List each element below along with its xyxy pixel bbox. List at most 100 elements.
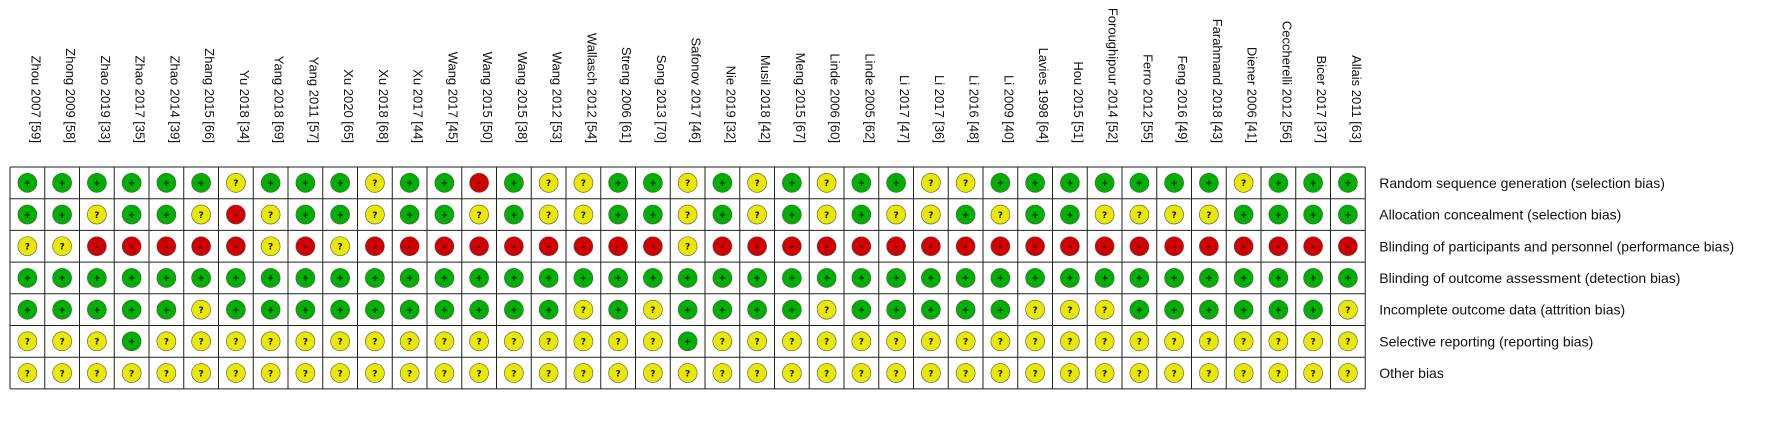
dot-symbol: ?	[303, 338, 308, 348]
unclear-risk-dot: ?	[538, 331, 559, 352]
unclear-risk-dot: ?	[330, 331, 350, 352]
study-label: Bicer 2017 [37]	[1314, 56, 1329, 143]
dot-symbol: ?	[546, 211, 551, 221]
unclear-risk-dot: ?	[469, 363, 489, 383]
unclear-risk-dot: ?	[921, 173, 941, 193]
unclear-risk-dot: ?	[990, 204, 1011, 225]
dot-fill	[52, 236, 72, 257]
dot-fill	[1233, 268, 1254, 288]
dot-symbol: +	[302, 306, 310, 316]
unclear-risk-dot: ?	[1164, 331, 1184, 352]
dot-fill	[608, 331, 628, 352]
study-label: Lavies 1998 [64]	[1036, 48, 1051, 143]
high-risk-dot: -	[1060, 236, 1080, 257]
dot-symbol: +	[892, 274, 900, 284]
dot-fill	[573, 363, 594, 383]
unclear-risk-dot: ?	[191, 363, 211, 383]
unclear-risk-dot: ?	[921, 331, 941, 352]
dot-fill	[677, 236, 698, 257]
low-risk-dot: +	[295, 268, 316, 288]
dot-symbol: -	[512, 242, 516, 252]
dot-symbol: +	[892, 306, 900, 316]
low-risk-dot: +	[1233, 268, 1254, 288]
dot-symbol: ?	[928, 369, 933, 379]
dot-symbol: +	[58, 274, 66, 284]
high-risk-dot: -	[1164, 236, 1184, 257]
dot-fill	[260, 331, 281, 352]
low-risk-dot: +	[504, 173, 524, 193]
low-risk-dot: +	[712, 173, 733, 193]
dot-symbol: -	[1311, 242, 1315, 252]
dot-symbol: ?	[685, 242, 690, 252]
dot-fill	[365, 331, 385, 352]
dot-symbol: +	[24, 179, 32, 189]
low-risk-dot: +	[608, 268, 628, 288]
unclear-risk-dot: ?	[990, 331, 1011, 352]
dot-symbol: +	[475, 274, 483, 284]
low-risk-dot: +	[1268, 268, 1289, 288]
dot-fill	[747, 204, 767, 225]
dot-fill	[1199, 173, 1219, 193]
unclear-risk-dot: ?	[1199, 331, 1219, 352]
unclear-risk-dot: ?	[1129, 363, 1150, 383]
domain-label: Blinding of outcome assessment (detectio…	[1379, 270, 1680, 286]
dot-fill	[1060, 268, 1080, 288]
high-risk-dot: -	[816, 236, 837, 257]
dot-fill	[990, 173, 1011, 193]
unclear-risk-dot: ?	[643, 299, 663, 320]
high-risk-dot: -	[782, 236, 802, 257]
dot-symbol: +	[997, 179, 1005, 189]
dot-symbol: +	[441, 274, 449, 284]
unclear-risk-dot: ?	[295, 331, 316, 352]
unclear-risk-dot: ?	[955, 173, 976, 193]
dot-fill	[434, 236, 455, 257]
unclear-risk-dot: ?	[816, 299, 837, 320]
dot-symbol: ?	[998, 369, 1003, 379]
dot-fill	[608, 363, 628, 383]
low-risk-dot: +	[434, 268, 455, 288]
dot-symbol: +	[927, 306, 935, 316]
dot-symbol: ?	[581, 338, 586, 348]
low-risk-dot: +	[677, 299, 698, 320]
dot-symbol: +	[93, 274, 101, 284]
dot-fill	[365, 363, 385, 383]
low-risk-dot: +	[1129, 173, 1150, 193]
study-label: Foroughipour 2014 [52]	[1106, 8, 1121, 143]
dot-symbol: +	[1309, 306, 1317, 316]
unclear-risk-dot: ?	[226, 331, 246, 352]
low-risk-dot: +	[886, 299, 906, 320]
low-risk-dot: +	[399, 173, 420, 193]
dot-symbol: ?	[1172, 211, 1177, 221]
dot-fill	[365, 173, 385, 193]
low-risk-dot: +	[955, 204, 976, 225]
dot-symbol: +	[1101, 179, 1109, 189]
dot-fill	[295, 268, 316, 288]
dot-fill	[399, 236, 420, 257]
low-risk-dot: +	[608, 299, 628, 320]
dot-fill	[17, 204, 38, 225]
low-risk-dot: +	[851, 173, 872, 193]
high-risk-dot: -	[365, 236, 385, 257]
dot-symbol: +	[302, 274, 310, 284]
dot-symbol: ?	[616, 369, 621, 379]
dot-symbol: ?	[1241, 179, 1246, 189]
dot-symbol: +	[858, 211, 866, 221]
dot-fill	[990, 204, 1011, 225]
study-label: Zhou 2007 [59]	[28, 56, 43, 143]
dot-fill	[399, 299, 420, 320]
high-risk-dot: -	[1268, 236, 1289, 257]
dot-fill	[191, 173, 211, 193]
dot-symbol: +	[997, 306, 1005, 316]
dot-fill	[538, 173, 559, 193]
dot-symbol: ?	[963, 369, 968, 379]
dot-symbol: -	[582, 242, 586, 252]
dot-fill	[886, 363, 906, 383]
low-risk-dot: +	[643, 268, 663, 288]
dot-symbol: ?	[372, 179, 377, 189]
unclear-risk-dot: ?	[469, 204, 489, 225]
dot-symbol: ?	[1172, 369, 1177, 379]
unclear-risk-dot: ?	[1338, 299, 1358, 320]
dot-fill	[156, 299, 177, 320]
study-labels: Zhou 2007 [59] Zhong 2009 [58] Zhao 2019 […	[28, 8, 1364, 143]
dot-fill	[191, 268, 211, 288]
